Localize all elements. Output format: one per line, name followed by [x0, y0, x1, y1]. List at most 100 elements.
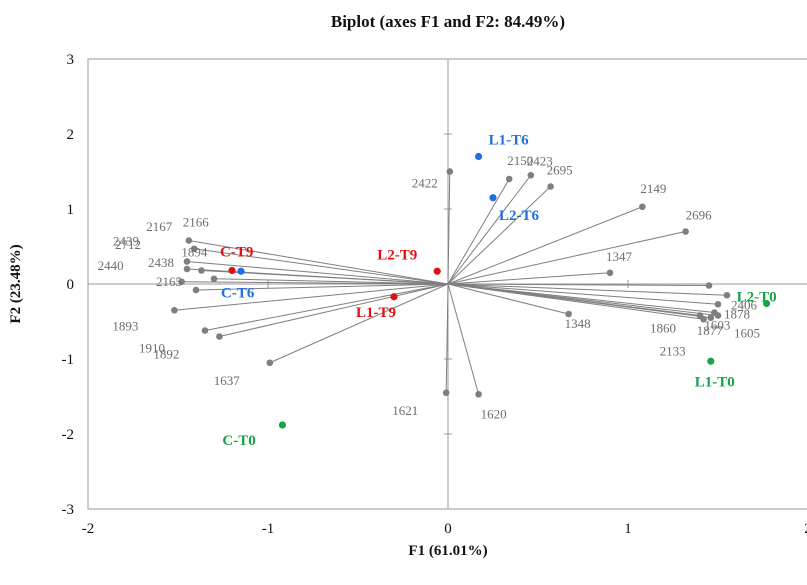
variable-label: 1910	[139, 341, 165, 356]
observation-point	[433, 267, 441, 275]
variable-point	[192, 286, 200, 294]
variable-vector	[447, 283, 710, 286]
variable-label: 2133	[660, 343, 686, 358]
observation-label: C-T6	[221, 285, 255, 301]
y-tick-label: 2	[67, 127, 75, 143]
variable-label: 2406	[731, 297, 758, 312]
variable-label: 2695	[547, 163, 573, 178]
variable-point	[183, 258, 191, 265]
observation-point	[475, 152, 483, 161]
variable-vector	[447, 272, 611, 285]
variable-vector	[174, 283, 449, 311]
observation-point	[278, 421, 286, 429]
y-tick-label: -1	[62, 352, 75, 368]
observation-label: C-T0	[222, 433, 255, 449]
variable-vector	[447, 231, 686, 285]
variable-point	[475, 390, 482, 398]
variable-vector	[447, 283, 719, 305]
variable-point	[723, 291, 731, 299]
variable-label: 1894	[181, 245, 208, 260]
variable-label: 1860	[650, 321, 676, 336]
variable-label: 2422	[412, 176, 438, 191]
variable-label: 2440	[98, 258, 124, 273]
variable-vectors	[171, 168, 731, 398]
observation-label: L2-T0	[737, 290, 777, 306]
observation-point	[237, 267, 245, 275]
observation-points: L1-T6 L2-T6 C-T6 C-T9 L2-T9 L1-T9 L2-T0 L1-T0 C-…	[220, 133, 777, 450]
observation-label: C-T9	[220, 245, 253, 261]
variable-label: 1605	[734, 326, 760, 341]
variable-vector	[269, 283, 449, 364]
x-axis-title: F1 (61.01%)	[408, 543, 487, 559]
variable-vector	[213, 278, 449, 285]
observation-point	[390, 293, 398, 301]
variable-label: 1877	[697, 323, 724, 338]
observation-label: L2-T6	[499, 208, 540, 224]
variable-point	[707, 314, 715, 322]
variable-label: 2712	[115, 237, 141, 252]
variable-label: 2150	[507, 153, 533, 168]
variable-point	[446, 168, 454, 175]
y-axis-title: F2 (23.48%)	[8, 244, 24, 323]
variable-vector	[445, 283, 449, 393]
variable-vector	[219, 283, 449, 337]
x-tick-label: 2	[804, 521, 807, 537]
observation-label: L2-T9	[377, 247, 417, 263]
variable-vector	[188, 240, 449, 285]
variable-vector	[447, 178, 510, 285]
variable-point	[714, 300, 722, 308]
variable-label: 1603	[704, 318, 730, 333]
variable-point	[210, 275, 218, 283]
variable-point	[547, 183, 554, 190]
variable-vector	[204, 283, 449, 331]
variable-label: 2149	[640, 181, 666, 196]
variable-vector	[447, 283, 728, 296]
variable-vector	[447, 283, 701, 316]
variable-label: 1621	[392, 403, 418, 418]
variable-point	[216, 333, 223, 340]
variable-point	[705, 282, 713, 289]
variable-label: 2165	[156, 274, 182, 289]
tick-labels: -2 -1 0 1 2 -3 -2 -1 0 1 2 3	[62, 52, 807, 537]
variable-label: 1892	[153, 347, 179, 362]
x-tick-label: 0	[444, 521, 452, 537]
variable-label: 1893	[112, 318, 138, 333]
variable-point	[700, 315, 707, 323]
variable-point	[565, 310, 572, 318]
variable-point	[190, 245, 198, 253]
x-tick-label: -2	[82, 521, 95, 537]
y-tick-label: -2	[62, 427, 75, 443]
chart-title: Biplot (axes F1 and F2: 84.49%)	[331, 12, 565, 31]
variable-vector	[447, 186, 551, 285]
y-tick-label: 3	[67, 52, 75, 68]
variable-label: 2166	[183, 215, 210, 230]
variable-label: 2696	[686, 208, 713, 223]
variable-label: 1348	[565, 316, 591, 331]
variable-vector	[194, 248, 449, 285]
observation-label: L1-T9	[356, 305, 396, 321]
observation-label: L1-T6	[489, 133, 530, 149]
variable-vector	[447, 206, 643, 285]
variable-vector	[447, 283, 704, 320]
variable-label: 2439	[113, 234, 139, 249]
variable-point	[201, 327, 209, 334]
variable-vector	[447, 171, 451, 285]
variable-label: 2167	[146, 219, 173, 234]
observation-point	[489, 194, 497, 202]
variable-point	[639, 203, 646, 211]
y-tick-label: -3	[62, 502, 75, 518]
observation-point	[228, 266, 236, 275]
variable-label: 1347	[606, 249, 633, 264]
observation-label: L1-T0	[695, 374, 735, 390]
variable-point	[527, 171, 535, 179]
y-tick-label: 1	[67, 202, 75, 218]
variable-vector	[181, 281, 449, 285]
variable-point	[178, 278, 185, 286]
variable-vector	[447, 283, 480, 395]
variable-point	[606, 269, 614, 277]
variable-point	[714, 312, 722, 319]
variable-point	[198, 267, 205, 274]
variable-point	[266, 359, 274, 367]
